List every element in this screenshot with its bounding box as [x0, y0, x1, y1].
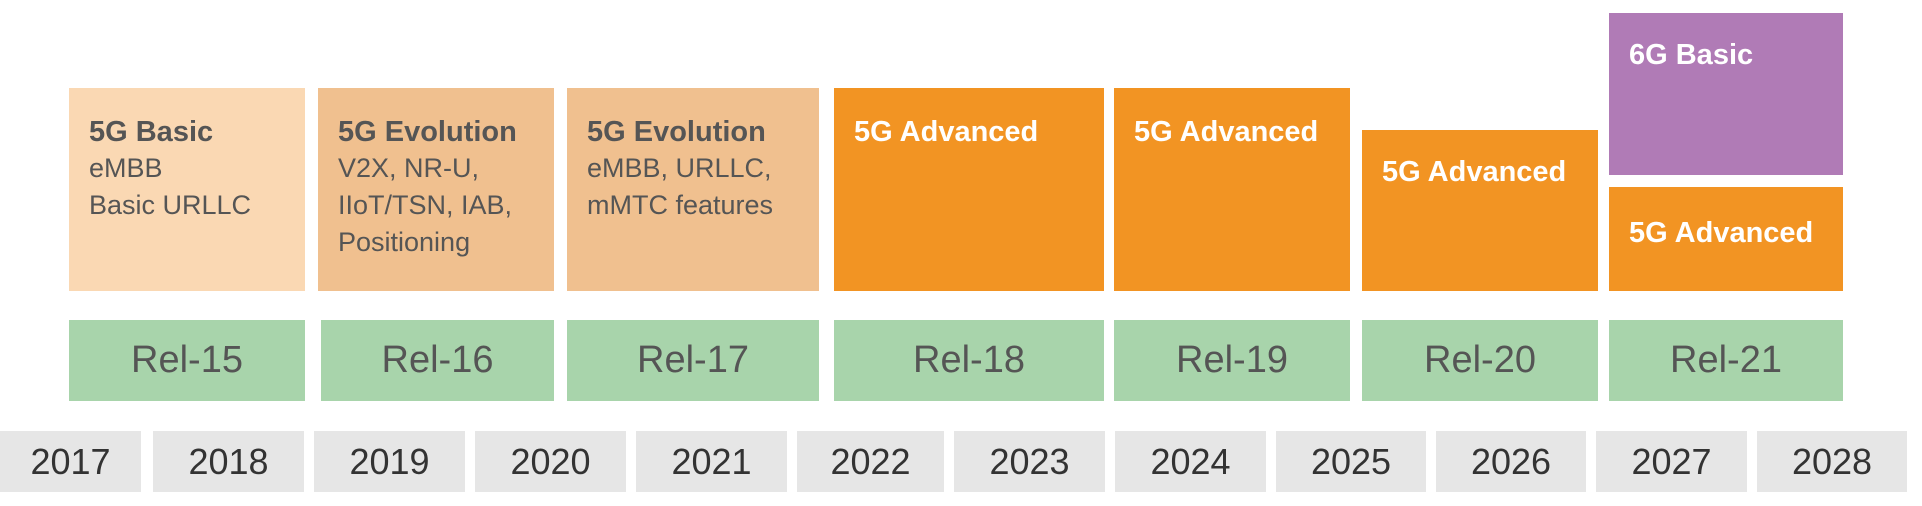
feature-line: IIoT/TSN, IAB, — [338, 190, 513, 220]
feature-box-rel18: 5G Advanced — [834, 88, 1104, 291]
feature-line: eMBB — [89, 153, 163, 183]
feature-title: 5G Advanced — [1134, 116, 1319, 148]
feature-title: 5G Advanced — [1382, 156, 1567, 188]
year-2028: 2028 — [1757, 431, 1907, 492]
feature-line: mMTC features — [587, 190, 774, 220]
year-2018: 2018 — [153, 431, 304, 492]
year-2024: 2024 — [1115, 431, 1266, 492]
feature-line: Positioning — [338, 227, 471, 257]
year-2023: 2023 — [954, 431, 1105, 492]
feature-box-6g-basic: 6G Basic — [1609, 13, 1843, 175]
feature-box-rel20: 5G Advanced — [1362, 130, 1598, 291]
year-2026: 2026 — [1436, 431, 1586, 492]
release-rel15: Rel-15 — [69, 320, 305, 401]
year-2019: 2019 — [314, 431, 465, 492]
feature-title: 5G Evolution — [587, 116, 766, 148]
release-rel20: Rel-20 — [1362, 320, 1598, 401]
feature-line: eMBB, URLLC, — [587, 153, 772, 183]
feature-title: 5G Advanced — [1629, 217, 1814, 249]
feature-box-rel15: 5G Basic eMBB Basic URLLC — [69, 88, 305, 291]
feature-line: Basic URLLC — [89, 190, 252, 220]
release-rel19: Rel-19 — [1114, 320, 1350, 401]
feature-title: 5G Evolution — [338, 116, 517, 148]
feature-box-rel16: 5G Evolution V2X, NR-U, IIoT/TSN, IAB, P… — [318, 88, 554, 291]
release-rel21: Rel-21 — [1609, 320, 1843, 401]
feature-box-rel21-advanced: 5G Advanced — [1609, 187, 1843, 291]
year-2025: 2025 — [1276, 431, 1426, 492]
year-2021: 2021 — [636, 431, 787, 492]
year-2017: 2017 — [0, 431, 141, 492]
year-2027: 2027 — [1596, 431, 1747, 492]
feature-title: 5G Advanced — [854, 116, 1039, 148]
year-2022: 2022 — [797, 431, 944, 492]
feature-title: 5G Basic — [89, 116, 214, 148]
feature-title: 6G Basic — [1629, 39, 1754, 71]
year-2020: 2020 — [475, 431, 626, 492]
feature-box-rel19: 5G Advanced — [1114, 88, 1350, 291]
release-rel16: Rel-16 — [321, 320, 554, 401]
feature-box-rel17: 5G Evolution eMBB, URLLC, mMTC features — [567, 88, 819, 291]
release-rel17: Rel-17 — [567, 320, 819, 401]
release-rel18: Rel-18 — [834, 320, 1104, 401]
feature-line: V2X, NR-U, — [338, 153, 480, 183]
